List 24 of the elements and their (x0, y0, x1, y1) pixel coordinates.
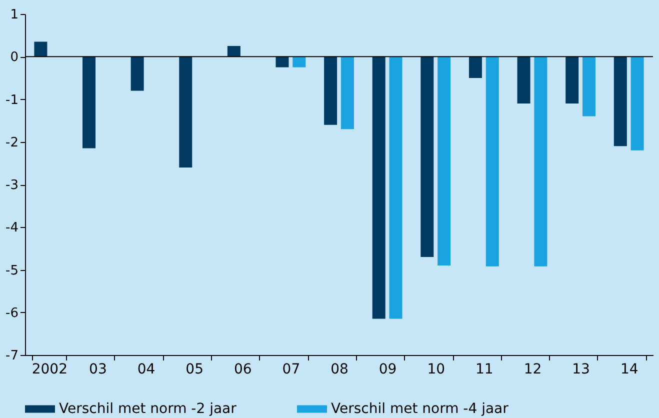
y-tick-label: -3 (6, 178, 18, 193)
x-tick-label: 09 (378, 362, 397, 378)
x-tick-label: 06 (234, 362, 252, 378)
x-tick-label: 10 (427, 362, 446, 378)
x-tick-label: 2002 (32, 362, 68, 378)
x-tick-label: 11 (476, 362, 494, 378)
x-tick-label: 03 (89, 362, 107, 378)
y-tick-label: 0 (10, 50, 18, 66)
x-tick-label: 08 (330, 362, 348, 378)
y-tick-label: -1 (6, 92, 18, 108)
x-tick-label: 07 (282, 362, 300, 378)
y-tick-label: -2 (6, 135, 18, 150)
y-tick-label: -4 (6, 220, 18, 236)
x-tick-label: 05 (186, 362, 204, 378)
legend-label: Verschil met norm -2 jaar (59, 401, 237, 417)
legend-label: Verschil met norm -4 jaar (331, 401, 509, 417)
y-tick-label: -7 (6, 348, 18, 364)
y-tick-label: -5 (6, 263, 18, 278)
x-tick-label: 13 (572, 362, 590, 378)
y-tick-label: 1 (10, 8, 18, 22)
y-tick-label: -6 (6, 306, 18, 321)
x-tick-label: 14 (620, 362, 638, 378)
x-tick-label: 04 (137, 362, 156, 378)
x-tick-label: 12 (524, 362, 542, 378)
